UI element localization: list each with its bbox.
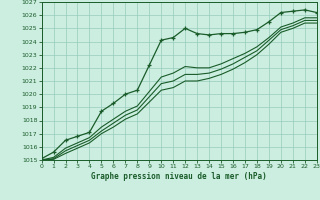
X-axis label: Graphe pression niveau de la mer (hPa): Graphe pression niveau de la mer (hPa): [91, 172, 267, 181]
